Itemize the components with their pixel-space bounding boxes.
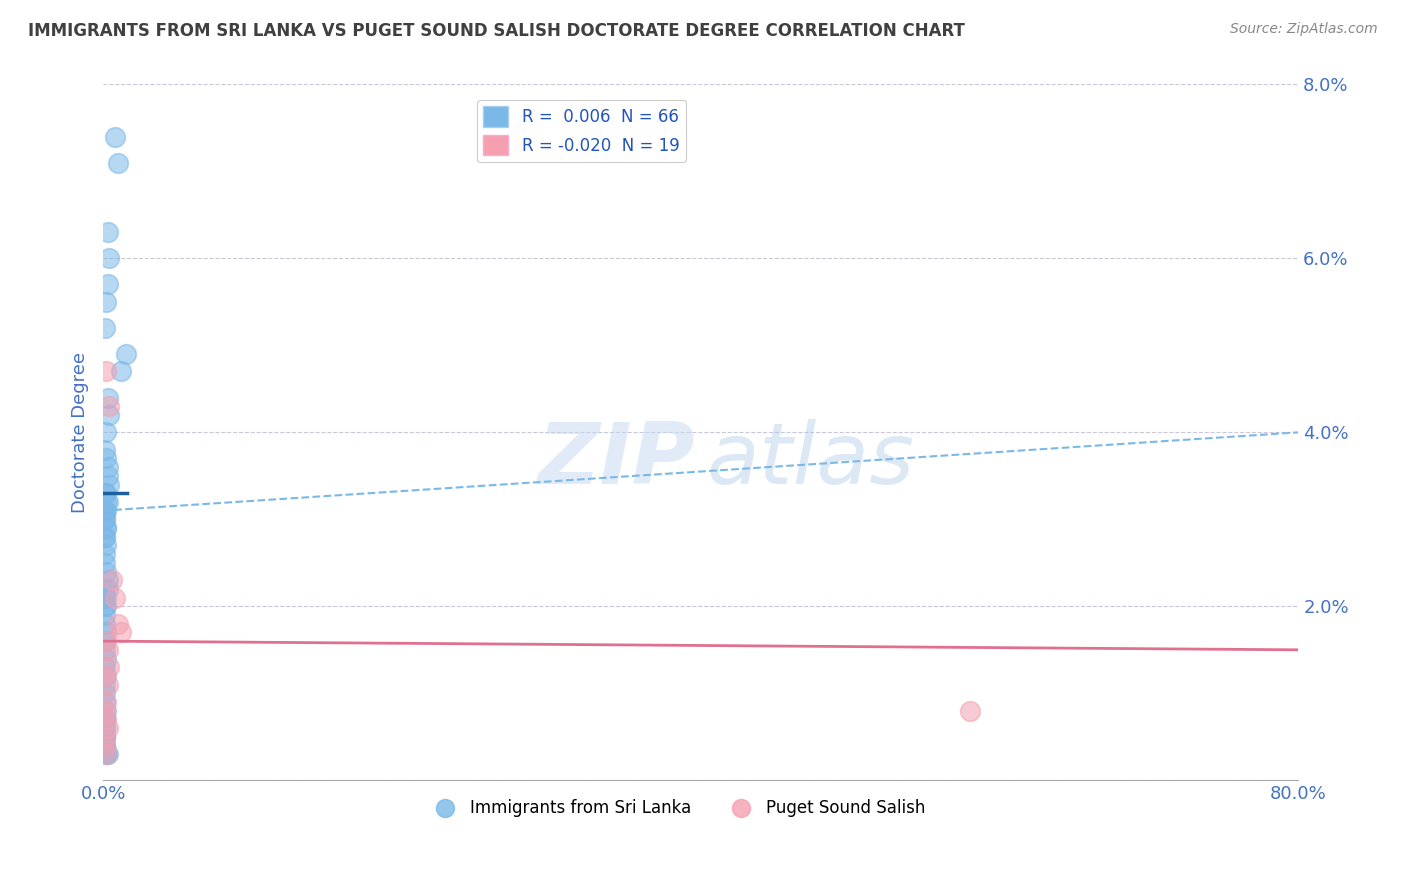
Point [94,565,117,579]
Point [97,468,120,483]
Point [107,616,129,631]
Point [110,364,132,378]
Point [93,660,115,674]
Point [94,425,117,440]
Point [97,643,120,657]
Point [94,521,117,535]
Point [97,225,120,239]
Point [93,713,115,727]
Point [93,730,115,744]
Point [104,591,127,605]
Point [97,495,120,509]
Point [94,591,117,605]
Point [107,155,129,169]
Point [93,686,115,700]
Point [93,599,115,614]
Point [93,704,115,718]
Point [93,556,115,570]
Point [93,739,115,753]
Text: ZIP: ZIP [537,418,695,501]
Point [94,364,117,378]
Point [94,538,117,552]
Point [93,530,115,544]
Point [93,582,115,596]
Point [93,730,115,744]
Point [97,460,120,475]
Point [93,503,115,517]
Text: IMMIGRANTS FROM SRI LANKA VS PUGET SOUND SALISH DOCTORATE DEGREE CORRELATION CHA: IMMIGRANTS FROM SRI LANKA VS PUGET SOUND… [28,22,965,40]
Point [98,408,121,422]
Point [97,678,120,692]
Point [93,721,115,735]
Point [94,451,117,466]
Point [93,730,115,744]
Point [93,486,115,500]
Point [94,294,117,309]
Point [94,625,117,640]
Point [97,721,120,735]
Point [104,129,127,144]
Point [93,713,115,727]
Point [101,573,124,587]
Point [93,669,115,683]
Point [93,695,115,709]
Text: Source: ZipAtlas.com: Source: ZipAtlas.com [1230,22,1378,37]
Point [93,503,115,517]
Point [94,521,117,535]
Point [97,573,120,587]
Point [110,625,132,640]
Point [98,399,121,413]
Point [93,739,115,753]
Point [94,713,117,727]
Point [97,582,120,596]
Point [93,730,115,744]
Point [959,704,981,718]
Point [94,599,117,614]
Point [94,695,117,709]
Point [94,669,117,683]
Point [98,660,121,674]
Point [93,442,115,457]
Y-axis label: Doctorate Degree: Doctorate Degree [72,351,89,513]
Point [94,747,117,762]
Point [97,391,120,405]
Point [94,747,117,762]
Point [97,277,120,292]
Point [94,704,117,718]
Point [93,721,115,735]
Point [93,512,115,526]
Point [93,678,115,692]
Point [114,347,136,361]
Point [98,477,121,491]
Text: atlas: atlas [707,418,915,501]
Point [94,503,117,517]
Point [93,616,115,631]
Point [93,607,115,622]
Point [93,634,115,648]
Legend: Immigrants from Sri Lanka, Puget Sound Salish: Immigrants from Sri Lanka, Puget Sound S… [422,793,932,824]
Point [93,321,115,335]
Point [93,512,115,526]
Point [93,739,115,753]
Point [93,739,115,753]
Point [94,634,117,648]
Point [93,530,115,544]
Point [94,495,117,509]
Point [94,651,117,665]
Point [93,591,115,605]
Point [97,747,120,762]
Point [94,486,117,500]
Point [94,747,117,762]
Point [93,547,115,561]
Point [98,252,121,266]
Point [93,643,115,657]
